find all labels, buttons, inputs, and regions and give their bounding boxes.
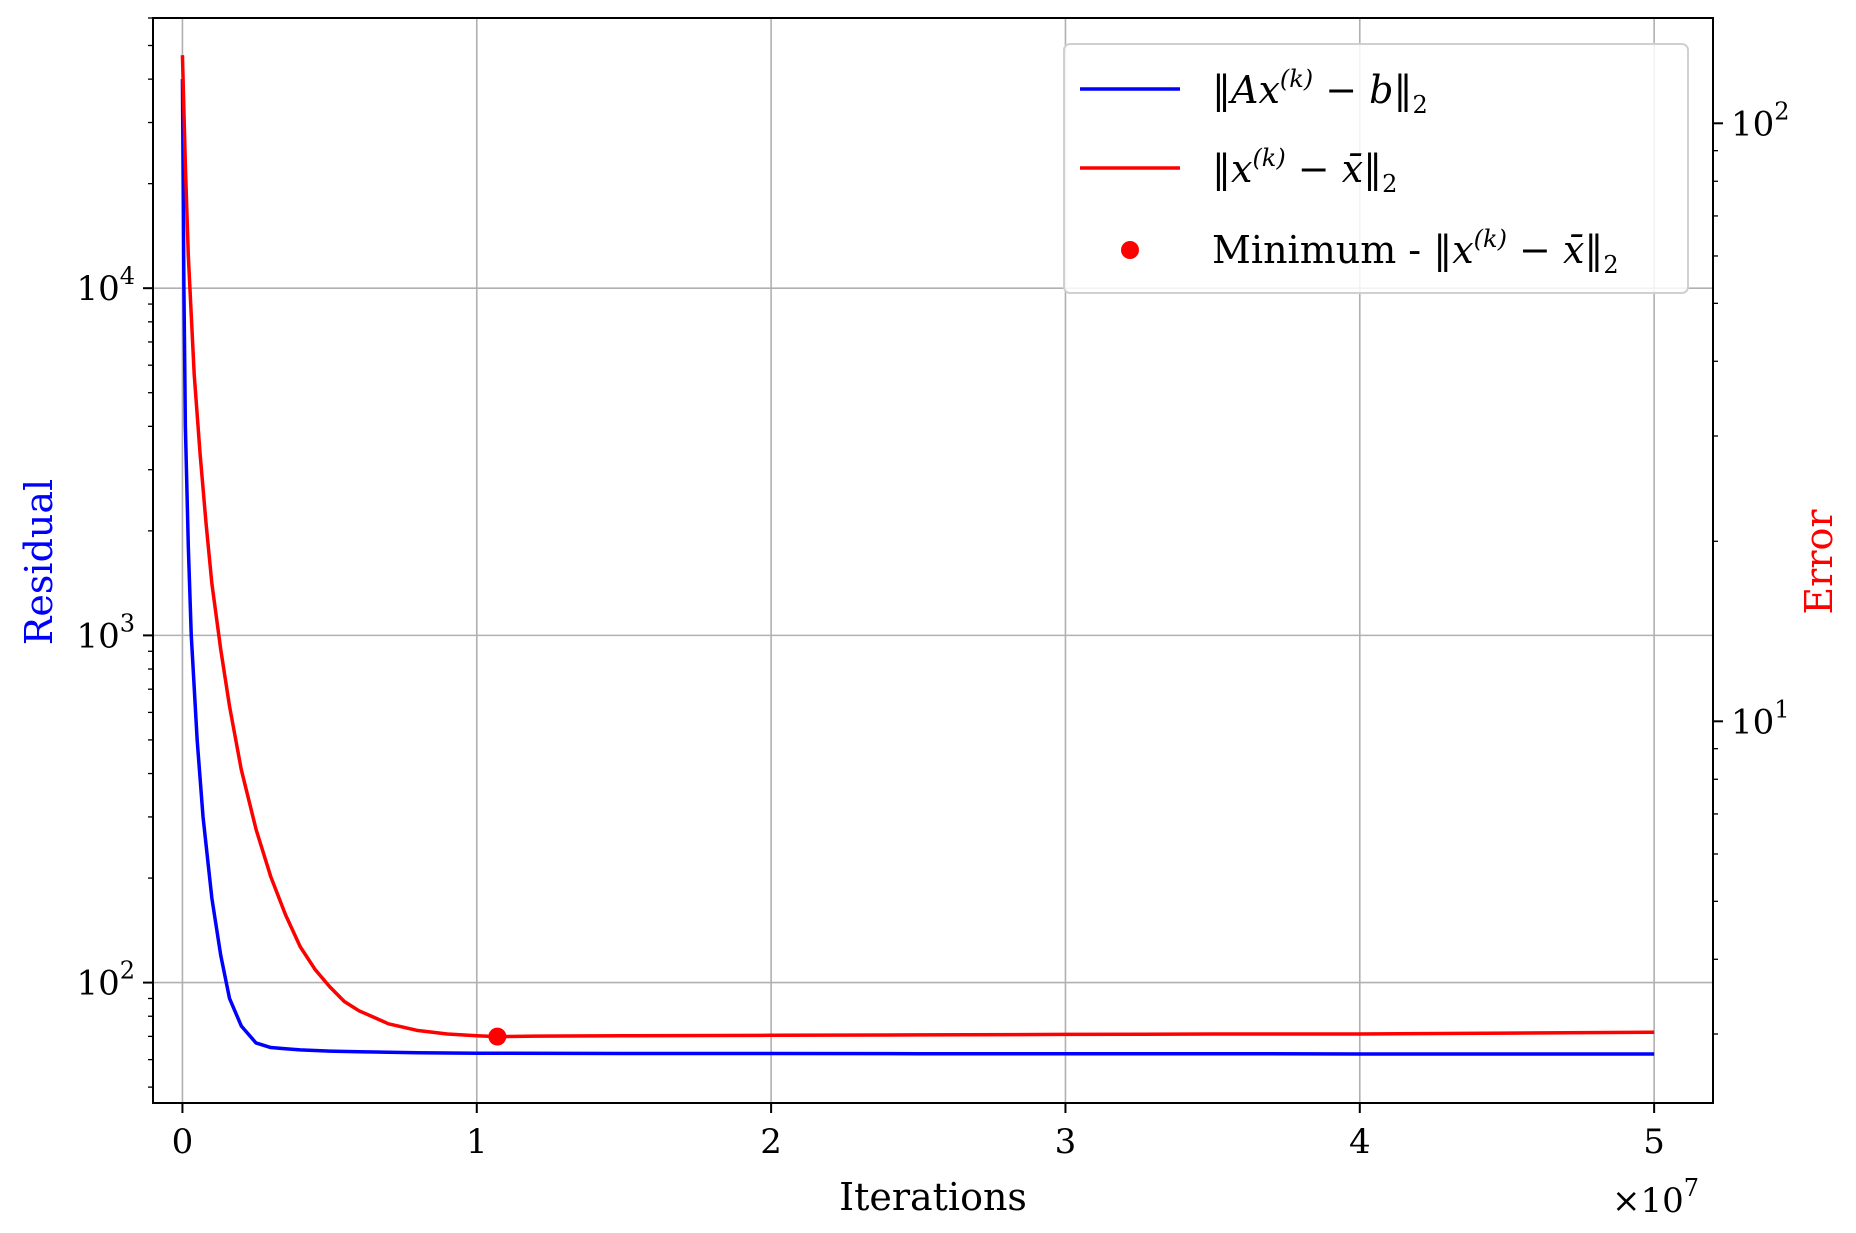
legend-minimum-sup: (k) (1474, 225, 1507, 253)
x-multiplier-exp: 7 (1684, 1174, 1699, 1202)
legend-error-pre: ‖x (1212, 147, 1252, 191)
plot-frame (152, 17, 1714, 1104)
legend-minimum-sub: 2 (1603, 251, 1618, 279)
legend-residual-pre: ‖Ax (1212, 68, 1280, 112)
x-multiplier-base: ×10 (1612, 1181, 1684, 1221)
right-tick-label: 102 (1731, 97, 1790, 144)
legend-label-error: ‖x(k) − x̄‖2 (1212, 144, 1397, 198)
left-tick-label: 102 (76, 957, 135, 1004)
right-axis-label: Error (1797, 509, 1841, 615)
legend-minimum-mid: − x̄‖ (1507, 228, 1603, 272)
legend-label-residual: ‖Ax(k) − b‖2 (1212, 65, 1428, 119)
legend-entry-error: ‖x(k) − x̄‖2 (1080, 144, 1397, 198)
minimum-error-point (488, 1027, 507, 1046)
error-series-line (180, 55, 1655, 1039)
x-tick-label: 4 (1349, 1122, 1371, 1162)
legend-error-sup: (k) (1252, 144, 1285, 172)
legend-label-minimum: Minimum - ‖x(k) − x̄‖2 (1212, 225, 1619, 279)
legend-residual-sup: (k) (1280, 65, 1313, 93)
right-axis: 101 102 (1713, 97, 1790, 1035)
right-tick-label: 101 (1731, 695, 1790, 742)
legend-error-mid: − x̄‖ (1286, 147, 1382, 191)
legend: ‖Ax(k) − b‖2 ‖x(k) − x̄‖2 Minimum - ‖x(k… (1063, 43, 1689, 294)
residual-series-line (180, 79, 1655, 1056)
left-tick-label: 104 (76, 262, 135, 309)
x-tick-label: 3 (1055, 1122, 1077, 1162)
legend-residual-mid: − b‖ (1313, 68, 1412, 112)
series-layer (180, 55, 1655, 1056)
x-tick-label: 1 (466, 1122, 488, 1162)
x-tick-label: 2 (760, 1122, 782, 1162)
legend-minimum-pre: ‖x (1433, 228, 1473, 272)
legend-entry-minimum: Minimum - ‖x(k) − x̄‖2 (1121, 225, 1619, 279)
legend-entry-residual: ‖Ax(k) − b‖2 (1080, 65, 1428, 119)
left-axis: 102 103 104 (76, 17, 153, 1088)
left-tick-label: 103 (76, 609, 135, 656)
x-tick-label: 0 (172, 1122, 194, 1162)
x-tick-label: 5 (1643, 1122, 1665, 1162)
legend-residual-sub: 2 (1412, 91, 1427, 119)
x-axis-label: Iterations (839, 1175, 1027, 1219)
legend-swatch-minimum (1121, 241, 1139, 259)
legend-minimum-lead: Minimum - (1212, 228, 1433, 272)
left-axis-label: Residual (17, 479, 61, 645)
legend-error-sub: 2 (1382, 170, 1397, 198)
legend-box (1063, 43, 1689, 294)
x-axis: 0 1 2 3 4 5 (172, 1103, 1665, 1162)
x-axis-multiplier: ×107 (1612, 1174, 1699, 1221)
